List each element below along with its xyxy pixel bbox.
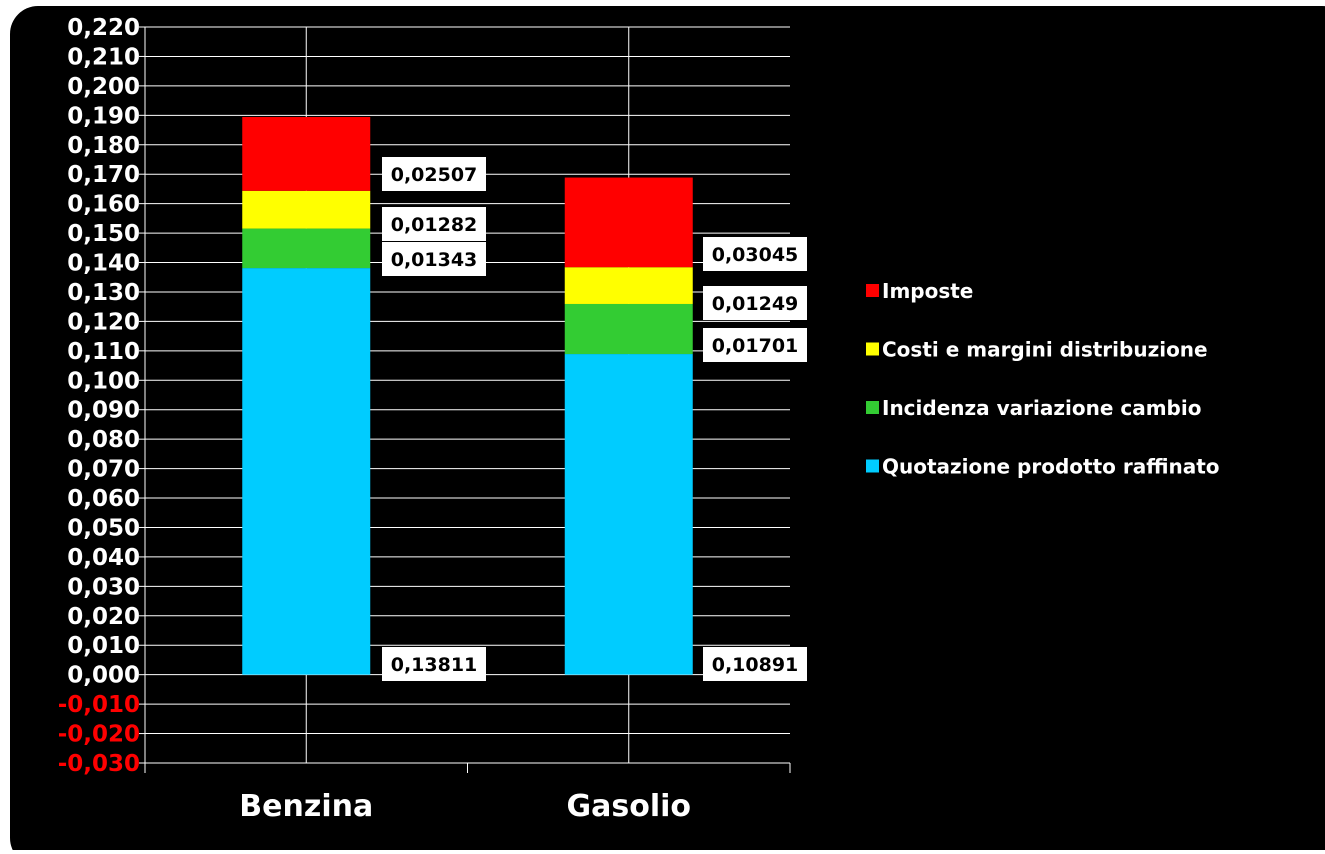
bar-segment [242,116,371,191]
data-label-box [382,647,486,681]
legend-label: Incidenza variazione cambio [882,396,1201,420]
x-axis-tick-labels: Benzina Gasolio [239,789,691,824]
y-tick-label: -0,010 [58,692,140,718]
bar-segment [564,267,693,304]
data-label-box [703,328,807,362]
y-tick-label: 0,130 [67,280,140,306]
legend-swatch [866,459,879,473]
legend: Imposte Costi e margini distribuzione Inci… [866,279,1220,479]
y-tick-label: 0,220 [67,15,140,41]
y-tick-label: 0,050 [67,515,140,541]
data-label: 0,13811 [391,654,478,676]
data-label-box [703,647,807,681]
bar-segment [242,228,371,269]
bar-segment [564,354,693,675]
data-label: 0,03045 [712,244,799,266]
y-tick-label: 0,180 [67,133,140,159]
y-tick-label: 0,070 [67,457,140,483]
y-tick-label: 0,160 [67,192,140,218]
data-label-box [382,242,486,276]
bars [242,116,693,675]
y-tick-label: 0,040 [67,545,140,571]
data-label-box [703,286,807,320]
data-label: 0,01249 [712,293,799,315]
legend-swatch [866,342,879,356]
bar-segment [564,177,693,268]
data-label-box [703,237,807,271]
y-tick-label: 0,060 [67,486,140,512]
bar-segment [242,268,371,675]
legend-swatch [866,401,879,414]
data-labels: 0,13811 0,01343 0,01282 0,02507 0,10891 0,017… [382,157,807,681]
y-axis-tick-labels: 0,220 0,210 0,200 0,190 0,180 0,170 0,160 0,150… [58,15,140,777]
y-tick-label: 0,090 [67,398,140,424]
data-label: 0,01343 [391,249,478,271]
y-tick-label: 0,080 [67,427,140,453]
data-label: 0,01282 [391,214,478,236]
y-tick-label: 0,140 [67,251,140,277]
x-tick-label: Gasolio [566,789,691,824]
legend-label: Quotazione prodotto raffinato [882,455,1220,479]
y-tick-label: 0,190 [67,103,140,129]
y-tick-label: 0,150 [67,221,140,247]
y-tick-label: 0,010 [67,633,140,659]
y-tick-label: 0,030 [67,574,140,600]
legend-swatch [866,284,879,297]
bar-segment [564,303,693,355]
data-label: 0,10891 [712,654,799,676]
y-tick-label: 0,100 [67,368,140,394]
y-tick-label: 0,000 [67,663,140,689]
y-tick-label: 0,120 [67,309,140,335]
y-tick-label: 0,170 [67,162,140,188]
data-label-box [382,207,486,241]
y-tick-label: 0,210 [67,44,140,70]
y-tick-label: 0,110 [67,339,140,365]
data-label: 0,01701 [712,335,799,357]
bar-segment [242,190,371,229]
y-tick-label: 0,200 [67,74,140,100]
y-tick-label: -0,020 [58,722,140,748]
data-label-box [382,157,486,191]
x-tick-label: Benzina [239,789,373,824]
y-tick-label: 0,020 [67,604,140,630]
legend-label: Imposte [882,279,973,303]
data-label: 0,02507 [391,164,478,186]
legend-label: Costi e margini distribuzione [882,338,1208,362]
y-tick-label: -0,030 [58,751,140,777]
